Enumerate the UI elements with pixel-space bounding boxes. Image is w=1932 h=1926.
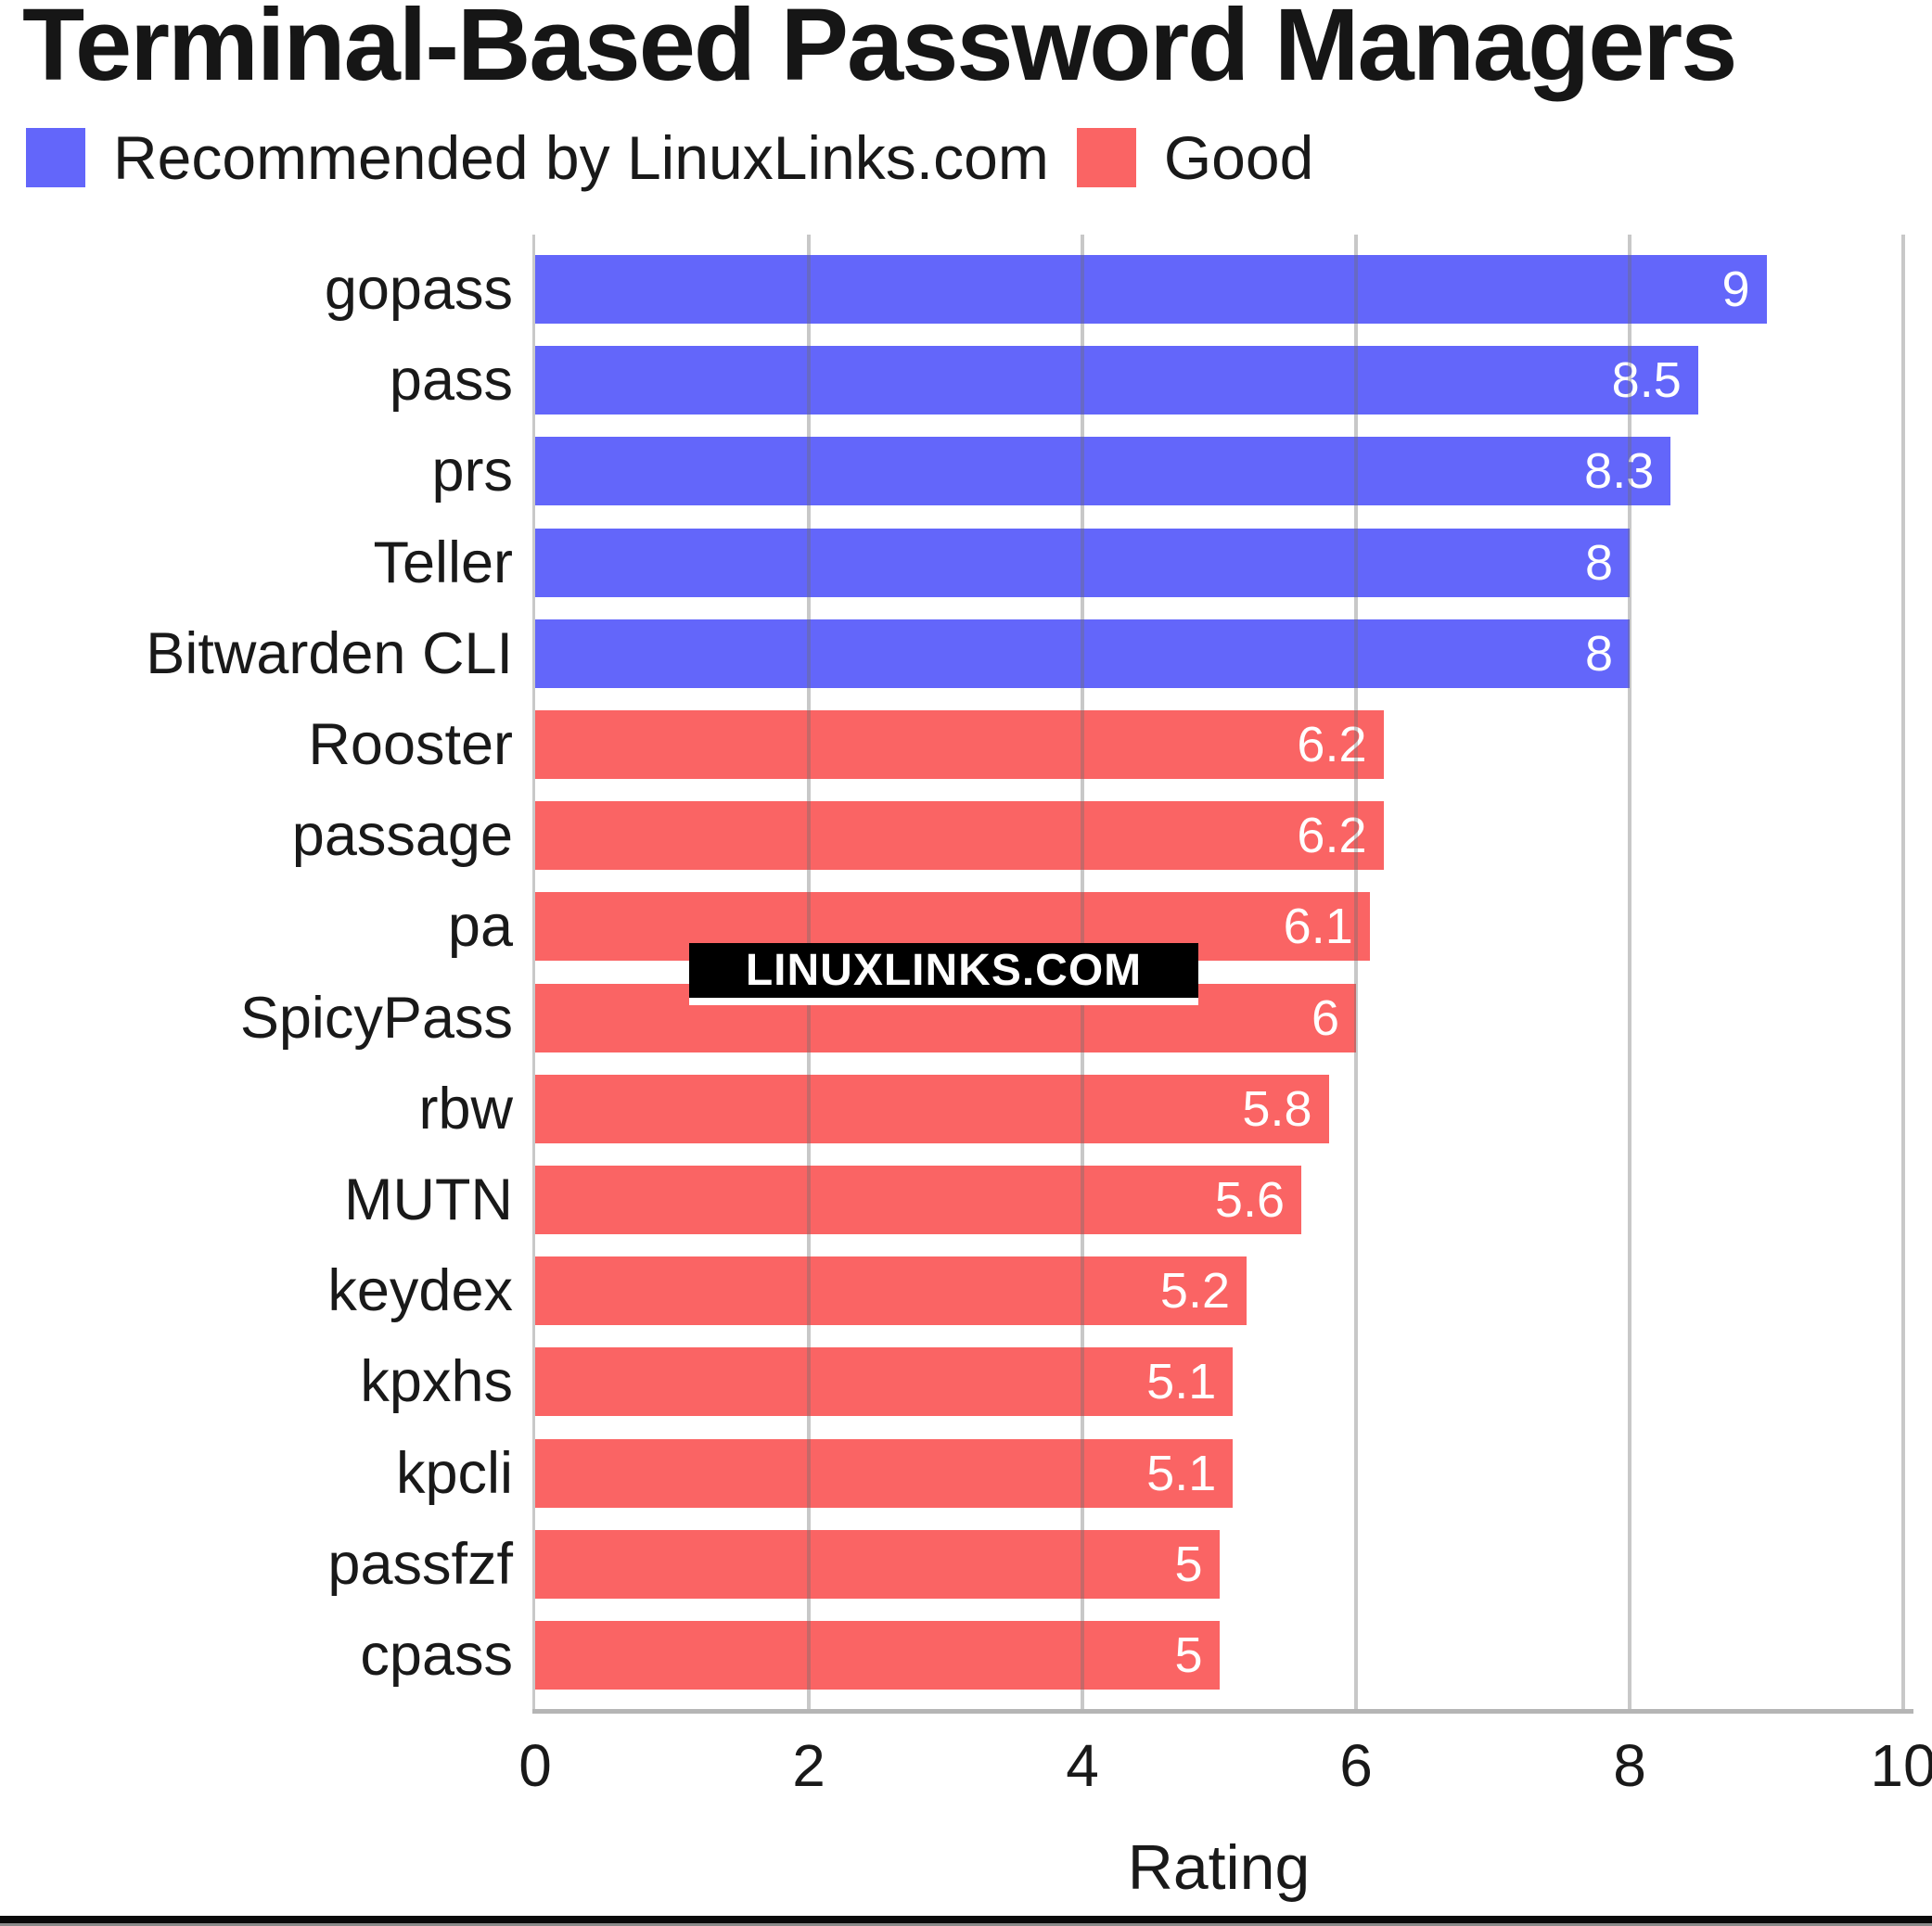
- chart-title: Terminal-Based Password Managers: [22, 0, 1737, 102]
- category-label-Rooster: Rooster: [308, 712, 513, 778]
- bar-value-Teller: 8: [1584, 534, 1613, 591]
- category-label-rbw: rbw: [418, 1076, 513, 1142]
- category-label-prs: prs: [431, 439, 513, 504]
- bar-value-pass: 8.5: [1611, 352, 1682, 409]
- watermark: LINUXLINKS.COM: [689, 943, 1198, 1005]
- category-label-kpxhs: kpxhs: [360, 1349, 513, 1415]
- x-axis-spine: [532, 1709, 1913, 1714]
- bar-value-kpcli: 5.1: [1146, 1445, 1217, 1501]
- category-label-gopass: gopass: [324, 257, 513, 323]
- bar-value-SpicyPass: 6: [1311, 989, 1339, 1046]
- legend-item-0: Recommended by LinuxLinks.com: [26, 122, 1049, 193]
- bar-value-cpass: 5: [1174, 1626, 1203, 1683]
- legend-swatch-1: [1076, 128, 1136, 187]
- category-label-pass: pass: [389, 348, 513, 414]
- bar-gopass: 9: [535, 255, 1767, 325]
- x-axis-label: Rating: [1127, 1832, 1311, 1903]
- bar-value-MUTN: 5.6: [1214, 1171, 1285, 1228]
- category-label-cpass: cpass: [360, 1622, 513, 1688]
- category-label-kpcli: kpcli: [395, 1440, 513, 1506]
- footer-divider-gray: [0, 1923, 1932, 1926]
- y-axis-spine: [532, 235, 535, 1709]
- bar-value-rbw: 5.8: [1242, 1080, 1312, 1137]
- x-tick-4: 4: [1066, 1732, 1099, 1799]
- bar-kpxhs: 5.1: [535, 1347, 1234, 1417]
- bar-value-gopass: 9: [1721, 261, 1750, 318]
- category-label-keydex: keydex: [327, 1258, 513, 1324]
- bar-MUTN: 5.6: [535, 1165, 1301, 1234]
- legend: Recommended by LinuxLinks.com Good: [26, 122, 1313, 193]
- bar-value-kpxhs: 5.1: [1146, 1354, 1217, 1410]
- legend-item-1: Good: [1076, 122, 1314, 193]
- bar-value-Bitwarden CLI: 8: [1584, 625, 1613, 682]
- gridline-8: [1628, 235, 1631, 1709]
- bar-pass: 8.5: [535, 346, 1698, 415]
- bar-value-passfzf: 5: [1174, 1536, 1203, 1592]
- bar-keydex: 5.2: [535, 1256, 1247, 1326]
- x-tick-2: 2: [792, 1732, 825, 1799]
- bar-value-Rooster: 6.2: [1297, 717, 1367, 773]
- bar-passage: 6.2: [535, 801, 1384, 871]
- x-tick-0: 0: [518, 1732, 552, 1799]
- x-tick-6: 6: [1339, 1732, 1373, 1799]
- x-tick-8: 8: [1613, 1732, 1646, 1799]
- gridline-10: [1901, 235, 1905, 1709]
- category-label-Teller: Teller: [373, 529, 513, 595]
- bar-kpcli: 5.1: [535, 1438, 1234, 1508]
- category-label-pa: pa: [447, 894, 513, 960]
- bar-prs: 8.3: [535, 437, 1671, 506]
- bar-Rooster: 6.2: [535, 710, 1384, 780]
- bar-passfzf: 5: [535, 1529, 1220, 1599]
- bar-value-keydex: 5.2: [1159, 1263, 1230, 1320]
- plot-area: 0 2 4 6 8 10 9 gopass 8.5 pass 8.3 prs 8 Teller 8 Bitwa…: [146, 235, 1932, 1799]
- category-label-passfzf: passfzf: [327, 1531, 513, 1597]
- category-label-passage: passage: [291, 803, 513, 869]
- category-label-SpicyPass: SpicyPass: [239, 985, 513, 1051]
- footer-divider-black: [0, 1916, 1932, 1923]
- bar-value-pa: 6.1: [1283, 899, 1353, 955]
- bar-Teller: 8: [535, 528, 1630, 597]
- gridline-6: [1354, 235, 1358, 1709]
- legend-label-1: Good: [1163, 123, 1314, 192]
- x-tick-10: 10: [1870, 1732, 1932, 1799]
- category-label-Bitwarden CLI: Bitwarden CLI: [146, 620, 513, 686]
- category-label-MUTN: MUTN: [344, 1167, 513, 1232]
- legend-label-0: Recommended by LinuxLinks.com: [113, 123, 1049, 192]
- bar-cpass: 5: [535, 1620, 1220, 1690]
- bar-Bitwarden CLI: 8: [535, 619, 1630, 688]
- bar-value-prs: 8.3: [1584, 443, 1655, 500]
- legend-swatch-0: [26, 128, 85, 187]
- bar-rbw: 5.8: [535, 1074, 1329, 1143]
- bar-value-passage: 6.2: [1297, 808, 1367, 864]
